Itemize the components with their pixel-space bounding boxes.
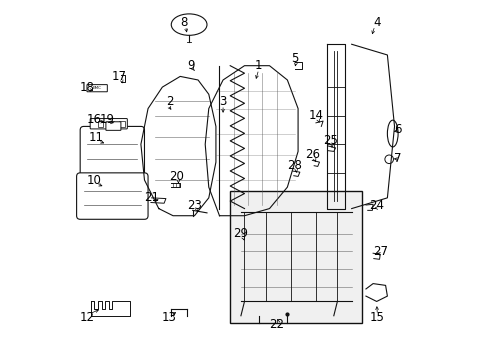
Text: 16: 16 [87,113,102,126]
Bar [98,121,103,127]
Text: 4: 4 [372,16,380,29]
FancyBboxPatch shape [106,122,121,130]
Ellipse shape [171,14,206,35]
Text: 19: 19 [99,113,114,126]
FancyBboxPatch shape [80,126,144,176]
Text: 14: 14 [308,109,323,122]
Ellipse shape [386,120,397,147]
Text: 2: 2 [165,95,173,108]
Text: 22: 22 [268,318,284,331]
Text: 26: 26 [304,148,319,162]
Text: 27: 27 [372,245,387,258]
Text: EMC: EMC [92,86,102,90]
Text: 28: 28 [286,159,301,172]
Text: 7: 7 [393,152,401,165]
Bar [119,121,124,127]
FancyBboxPatch shape [87,85,107,92]
Text: 10: 10 [87,174,102,186]
FancyBboxPatch shape [90,118,127,129]
Text: 3: 3 [219,95,226,108]
Text: 11: 11 [88,131,103,144]
Text: 29: 29 [233,227,248,240]
Text: 5: 5 [290,52,298,65]
Text: 1: 1 [255,59,262,72]
Text: 21: 21 [144,192,159,204]
Text: 24: 24 [368,198,384,212]
Text: 6: 6 [393,123,401,136]
FancyBboxPatch shape [230,191,362,323]
Text: 18: 18 [80,81,95,94]
Text: 25: 25 [322,134,337,147]
Circle shape [384,155,393,163]
Text: 17: 17 [112,70,127,83]
Text: 8: 8 [180,16,187,29]
Text: 12: 12 [80,311,95,324]
Text: 13: 13 [162,311,177,324]
FancyBboxPatch shape [77,173,148,219]
Text: 20: 20 [169,170,183,183]
Bar [108,121,114,127]
Text: 23: 23 [187,198,202,212]
Text: 15: 15 [368,311,384,324]
Text: 9: 9 [187,59,194,72]
